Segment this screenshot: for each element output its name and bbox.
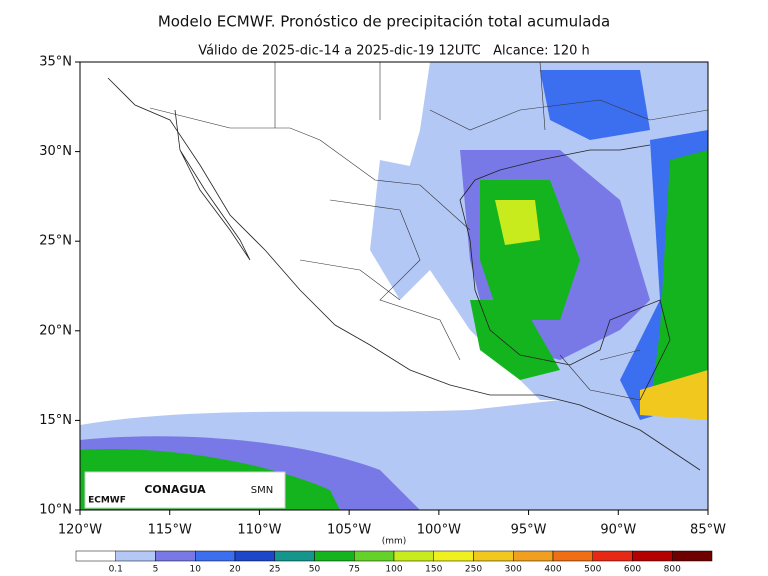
lon-label: 100°W [417, 523, 461, 538]
colorbar-swatch [672, 550, 713, 562]
lat-label: 15°N [39, 413, 72, 428]
logo-smn: SMN [251, 485, 273, 496]
colorbar-swatch [115, 550, 156, 562]
colorbar-swatch [354, 550, 395, 562]
map-frame [79, 61, 709, 511]
colorbar-level: 150 [425, 565, 442, 575]
colorbar-swatch [274, 550, 315, 562]
colorbar-swatch [314, 550, 355, 562]
lon-label: 85°W [690, 523, 726, 538]
lon-label: 110°W [237, 523, 281, 538]
colorbar: 0.1 5 10 20 25 50 75 100 150 250 300 400 500 600 800 [75, 550, 713, 575]
lat-axis: 35°N 30°N 25°N 20°N 15°N 10°N [39, 55, 80, 518]
colorbar-level: 5 [153, 565, 159, 575]
colorbar-level: 100 [385, 565, 402, 575]
logos: ECMWF CONAGUA SMN [84, 471, 286, 509]
lon-label: 105°W [327, 523, 371, 538]
colorbar-swatch [75, 550, 116, 562]
colorbar-swatch [433, 550, 474, 562]
colorbar-swatch [234, 550, 275, 562]
colorbar-level: 25 [269, 565, 280, 575]
colorbar-swatch [592, 550, 633, 562]
map: 35°N 30°N 25°N 20°N 15°N 10°N 120°W 115°W 110°W… [39, 55, 726, 538]
colorbar-swatch [632, 550, 673, 562]
subtitle: Válido de 2025-dic-14 a 2025-dic-19 12UT… [198, 44, 590, 59]
colorbar-level: 300 [505, 565, 522, 575]
lat-label: 10°N [39, 503, 72, 518]
lat-label: 35°N [39, 55, 72, 70]
colorbar-unit: (mm) [382, 537, 407, 547]
logo-ecmwf: ECMWF [88, 496, 126, 506]
colorbar-level: 20 [229, 565, 241, 575]
logo-conagua: CONAGUA [144, 483, 206, 496]
lat-label: 25°N [39, 234, 72, 249]
lon-label: 115°W [148, 523, 192, 538]
lon-label: 120°W [58, 523, 102, 538]
colorbar-swatch [473, 550, 514, 562]
colorbar-level: 0.1 [109, 565, 123, 575]
colorbar-swatch [552, 550, 593, 562]
colorbar-swatch [155, 550, 196, 562]
colorbar-level: 250 [465, 565, 482, 575]
logo-box [84, 471, 286, 509]
lon-label: 95°W [511, 523, 547, 538]
colorbar-swatch [195, 550, 236, 562]
colorbar-level: 500 [584, 565, 601, 575]
colorbar-swatch [513, 550, 554, 562]
lon-label: 90°W [600, 523, 636, 538]
lat-label: 20°N [39, 323, 72, 338]
colorbar-swatch [393, 550, 434, 562]
lon-axis: 120°W 115°W 110°W 105°W 100°W 95°W 90°W 85°W [58, 510, 726, 538]
colorbar-level: 600 [624, 565, 641, 575]
colorbar-level: 800 [664, 565, 681, 575]
colorbar-level: 400 [544, 565, 561, 575]
title: Modelo ECMWF. Pronóstico de precipitació… [158, 13, 610, 31]
colorbar-level: 50 [309, 565, 321, 575]
colorbar-level: 10 [190, 565, 202, 575]
colorbar-level: 75 [349, 565, 360, 575]
lat-label: 30°N [39, 144, 72, 159]
